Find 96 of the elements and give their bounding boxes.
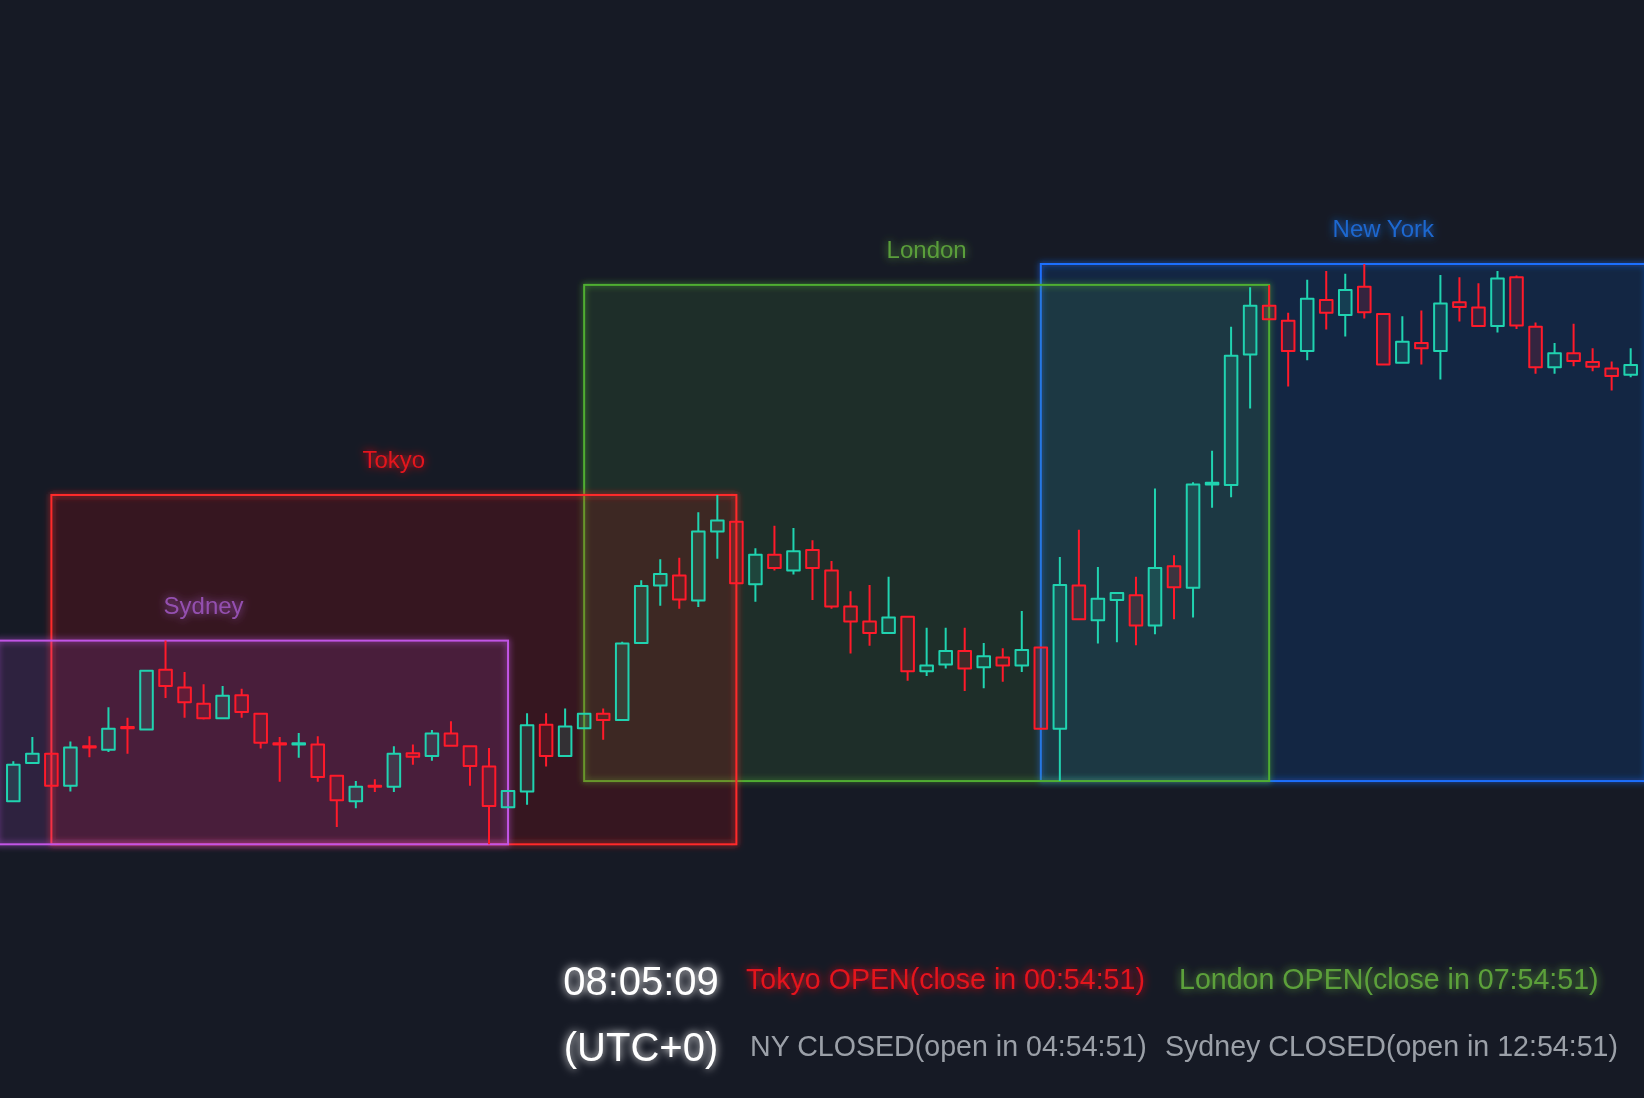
candlestick xyxy=(1128,575,1144,647)
text: New York xyxy=(1332,215,1436,242)
candlestick xyxy=(63,740,78,793)
candlestick xyxy=(25,735,40,765)
candlestick xyxy=(1090,565,1106,645)
candlestick xyxy=(234,687,249,719)
candlestick xyxy=(976,641,992,690)
annotation: Sydney xyxy=(163,591,244,619)
candlestick xyxy=(633,579,649,644)
candlestick xyxy=(1242,286,1258,410)
candlestick xyxy=(139,669,154,731)
candlestick xyxy=(1185,481,1201,619)
candlestick xyxy=(1014,610,1030,673)
text: Sydney CLOSED(open in 12:54:51) xyxy=(1165,1030,1619,1062)
candlestick xyxy=(405,743,421,766)
candlestick xyxy=(995,647,1011,683)
candlestick xyxy=(367,778,383,794)
candlestick xyxy=(957,626,972,693)
candlestick xyxy=(1585,347,1600,373)
candlestick xyxy=(862,583,877,647)
candlestick xyxy=(1604,360,1619,392)
candlestick xyxy=(1147,487,1163,636)
candlestick xyxy=(424,728,440,762)
candlestick xyxy=(1566,322,1581,368)
candlestick xyxy=(1204,449,1220,509)
candlestick xyxy=(272,735,287,783)
candlestick xyxy=(1414,309,1429,366)
candlestick xyxy=(386,745,402,794)
candlestick xyxy=(1052,556,1068,783)
candlestick xyxy=(1166,554,1182,621)
candlestick xyxy=(519,712,535,806)
candlestick xyxy=(329,774,345,828)
candlestick xyxy=(748,547,763,603)
candlestick xyxy=(595,707,611,741)
candlestick xyxy=(158,639,173,700)
candlestick xyxy=(1547,341,1562,375)
candlestick xyxy=(1433,274,1448,381)
candlestick xyxy=(215,684,230,720)
candlestick xyxy=(729,520,744,585)
candlestick xyxy=(1528,321,1543,375)
candlestick xyxy=(1280,311,1296,388)
candlestick xyxy=(557,707,573,758)
candlestick xyxy=(919,626,934,678)
candlestick xyxy=(1318,269,1334,331)
candlestick xyxy=(1223,325,1239,499)
candlestick xyxy=(672,556,687,610)
candlestick xyxy=(443,720,459,748)
text: 08:05:09 xyxy=(563,959,719,1003)
text: NY CLOSED(open in 04:54:51) xyxy=(750,1030,1147,1062)
text: London OPEN(close in 07:54:51) xyxy=(1179,963,1599,995)
candlestick xyxy=(767,524,782,572)
candlestick xyxy=(900,615,915,682)
candlestick xyxy=(938,626,953,670)
candlestick xyxy=(44,752,59,787)
candlestick xyxy=(1452,276,1467,323)
candlestick xyxy=(805,539,820,601)
candlestick xyxy=(500,789,516,809)
candlestick xyxy=(786,527,801,576)
candlestick xyxy=(1376,312,1391,366)
candlestick xyxy=(1509,274,1524,330)
candlestick xyxy=(1490,269,1505,334)
candlestick xyxy=(576,712,592,730)
candlestick xyxy=(6,760,21,803)
candlestick xyxy=(177,670,192,719)
candlestick xyxy=(538,712,554,768)
candlestick xyxy=(1299,278,1315,362)
candlestick xyxy=(843,590,858,655)
candlestick xyxy=(348,780,364,810)
candlestick xyxy=(291,731,307,759)
candlestick xyxy=(1471,282,1486,328)
candlestick xyxy=(481,746,497,846)
annotation: Tokyo xyxy=(362,445,426,473)
candlestick xyxy=(253,712,268,750)
candlestick xyxy=(1033,646,1049,730)
candlestick xyxy=(462,745,478,787)
candlestick xyxy=(1071,528,1087,622)
candlestick xyxy=(310,735,326,783)
candlestick xyxy=(82,735,97,759)
candlestick xyxy=(1623,347,1638,379)
candlestick xyxy=(120,716,135,755)
candlestick xyxy=(1109,592,1125,644)
text: Tokyo OPEN(close in 00:54:51) xyxy=(746,963,1145,995)
text: London xyxy=(886,235,967,263)
candlestick xyxy=(652,558,668,607)
candlestick xyxy=(614,640,630,722)
candlestick xyxy=(1395,315,1410,365)
candlestick xyxy=(196,683,211,721)
candlestick xyxy=(824,560,839,610)
candlestick xyxy=(101,706,116,754)
candlestick xyxy=(1337,272,1353,338)
candlestick xyxy=(1261,283,1277,321)
candlestick xyxy=(881,575,896,635)
text: (UTC+0) xyxy=(563,1025,719,1069)
candlestick xyxy=(710,493,725,560)
candlestick xyxy=(691,511,706,608)
candlestick xyxy=(1357,263,1372,320)
